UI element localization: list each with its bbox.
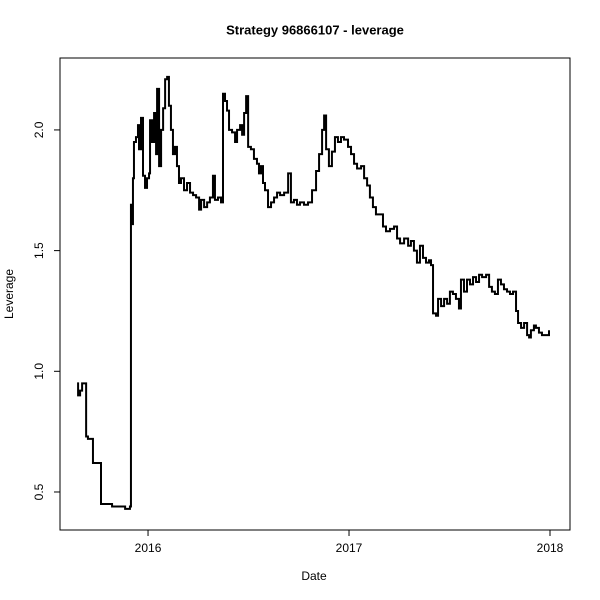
y-tick-label: 1.5	[32, 242, 46, 259]
y-tick-label: 1.0	[32, 363, 46, 380]
x-tick-label: 2018	[537, 541, 564, 555]
y-tick-label: 0.5	[32, 483, 46, 500]
x-tick-label: 2016	[135, 541, 162, 555]
x-axis-label: Date	[301, 569, 327, 583]
plot-frame	[59, 57, 571, 531]
y-axis-label: Leverage	[2, 269, 16, 319]
x-tick-label: 2017	[336, 541, 363, 555]
chart-title: Strategy 96866107 - leverage	[226, 22, 404, 37]
y-tick-label: 2.0	[32, 121, 46, 138]
leverage-line	[77, 75, 550, 510]
